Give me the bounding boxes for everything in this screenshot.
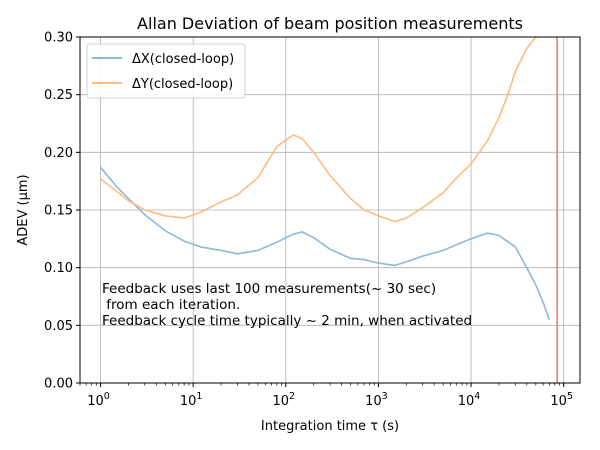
y-tick-label: 0.05 (44, 319, 73, 334)
x-tick-exponent: 3 (382, 391, 388, 402)
annotation-line-1: Feedback uses last 100 measurements(~ 30… (102, 281, 436, 297)
legend-box (86, 43, 246, 99)
x-tick-exponent: 0 (104, 391, 110, 402)
series-line-dy (100, 37, 550, 223)
y-axis: 0.00 0.05 0.10 0.15 0.20 0.25 0.30 (44, 31, 80, 392)
y-tick-label: 0.20 (44, 146, 73, 161)
annotation-text: Feedback uses last 100 measurements(~ 30… (102, 281, 472, 329)
legend-label-dy: ΔY(closed-loop) (132, 77, 233, 92)
grid-lines (80, 36, 580, 384)
legend-label-dx: ΔX(closed-loop) (132, 52, 234, 67)
y-tick-label: 0.25 (44, 88, 73, 103)
y-tick-label: 0.15 (44, 204, 73, 219)
y-tick-label: 0.10 (44, 261, 73, 276)
x-tick-exponent: 5 (567, 391, 573, 402)
annotation-line-3: Feedback cycle time typically ~ 2 min, w… (102, 313, 472, 329)
series-group (99, 37, 558, 383)
annotation-line-2: from each iteration. (102, 297, 240, 313)
x-tick-exponent: 4 (474, 391, 480, 402)
x-tick-exponent: 1 (196, 391, 202, 402)
x-tick-exponent: 2 (289, 391, 295, 402)
series-line-dx (99, 166, 551, 320)
legend: ΔX(closed-loop) ΔY(closed-loop) (86, 43, 246, 99)
plot-area (99, 37, 558, 383)
y-axis-label: ADEV (μm) (16, 174, 31, 245)
y-tick-label: 0.00 (44, 377, 73, 392)
y-tick-label: 0.30 (44, 31, 73, 46)
x-axis-label: Integration time τ (s) (261, 419, 399, 434)
chart-title: Allan Deviation of beam position measure… (137, 14, 523, 33)
